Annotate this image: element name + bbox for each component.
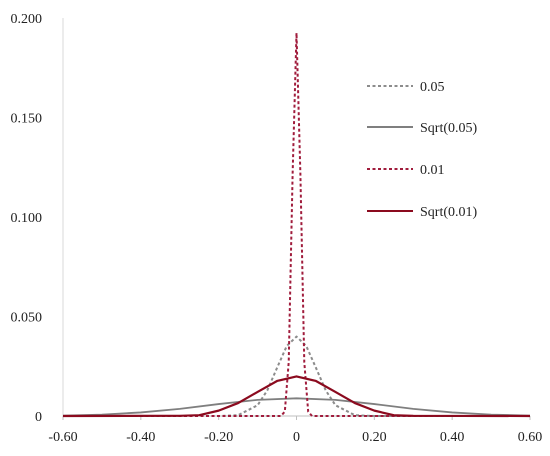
y-tick-label: 0.050 — [11, 311, 43, 326]
plot-area: -0.60 -0.40 -0.20 0 0.20 0.40 0.60 0 0.050 0.100… — [11, 12, 543, 445]
series-line-2 — [62, 397, 531, 417]
series-line-1 — [63, 335, 530, 417]
legend-label-4: Sqrt(0.01) — [420, 205, 478, 220]
x-tick-label: -0.40 — [126, 430, 155, 445]
series-layer — [62, 31, 531, 418]
series-line-3 — [63, 31, 530, 417]
x-tick-label: 0.20 — [362, 430, 387, 445]
x-tick-label: 0 — [293, 430, 300, 445]
x-tick-label: 0.40 — [440, 430, 465, 445]
y-tick-label: 0.150 — [11, 112, 43, 127]
x-tick-label: -0.60 — [48, 430, 77, 445]
y-tick-label: 0.200 — [11, 12, 43, 27]
legend-label-1: 0.05 — [420, 80, 445, 95]
y-tick-label: 0 — [35, 410, 42, 425]
x-axis-ticks: -0.60 -0.40 -0.20 0 0.20 0.40 0.60 — [48, 416, 542, 445]
y-axis-ticks: 0 0.050 0.100 0.150 0.200 — [11, 12, 43, 425]
x-tick-label: 0.60 — [518, 430, 543, 445]
y-tick-label: 0.100 — [11, 211, 43, 226]
series-line-4 — [62, 375, 531, 418]
legend: 0.05 Sqrt(0.05) 0.01 Sqrt(0.01) — [367, 80, 478, 220]
x-tick-label: -0.20 — [204, 430, 233, 445]
legend-label-3: 0.01 — [420, 163, 445, 178]
legend-label-2: Sqrt(0.05) — [420, 121, 478, 136]
